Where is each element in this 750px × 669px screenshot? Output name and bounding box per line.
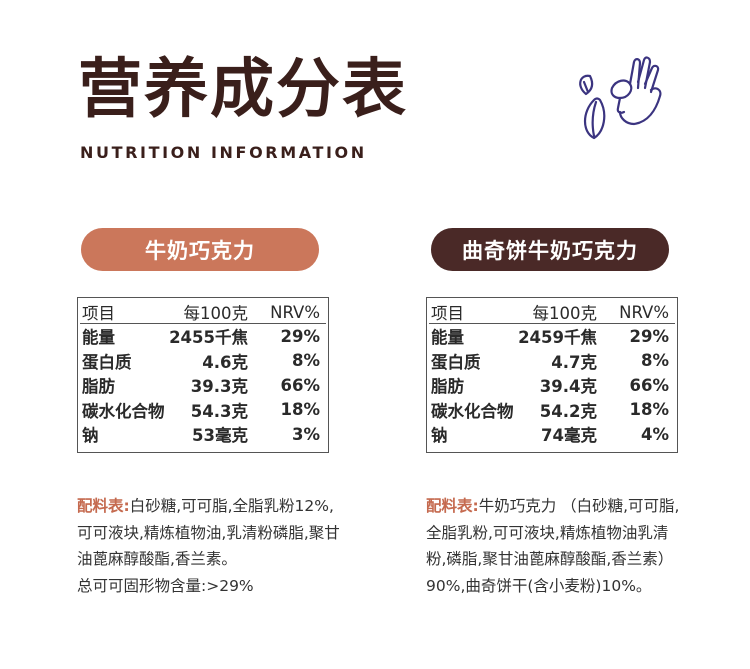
nutrient-amount: 53毫克 — [192, 426, 248, 446]
nutrient-amount: 4.7克 — [551, 352, 597, 372]
nutrient-name: 蛋白质 — [431, 352, 481, 372]
nutrient-amount: 54.3克 — [190, 401, 248, 421]
nutrient-amount: 39.4克 — [539, 377, 597, 397]
table-row: 碳水化合物 54.3克 18% — [80, 398, 326, 423]
nutrient-amount: 74毫克 — [541, 426, 597, 446]
nutrient-nrv: 29% — [629, 326, 670, 346]
nutrient-nrv: 18% — [280, 400, 321, 420]
column-header-item: 项目 — [431, 304, 464, 323]
table-header-row: 项目 每100克 NRV% — [80, 301, 326, 324]
table-row: 脂肪 39.4克 66% — [429, 373, 675, 398]
ingredients-text: 白砂糖,可可脂,全脂乳粉12%,可可液块,精炼植物油,乳清粉磷脂,聚甘油蓖麻醇酸… — [77, 497, 340, 568]
nutrient-nrv: 4% — [640, 424, 669, 444]
ingredients-cookie-milk-chocolate: 配料表:牛奶巧克力 （白砂糖,可可脂,全脂乳粉,可可液块,精炼植物油乳清粉,磷脂… — [426, 493, 688, 599]
page-title: 营养成分表 — [78, 53, 408, 127]
ingredients-text: 牛奶巧克力 （白砂糖,可可脂,全脂乳粉,可可液块,精炼植物油乳清粉,磷脂,聚甘油… — [426, 497, 680, 595]
column-header-per100g: 每100克 — [532, 304, 598, 323]
column-header-per100g: 每100克 — [183, 304, 249, 323]
nutrition-table-cookie-milk-chocolate: 项目 每100克 NRV% 能量 2459千焦 29% 蛋白质 4.7克 8% … — [426, 297, 678, 453]
nutrient-amount: 54.2克 — [539, 401, 597, 421]
nutrient-name: 能量 — [82, 328, 115, 348]
product-label-cookie-milk-chocolate: 曲奇饼牛奶巧克力 — [431, 228, 669, 271]
table-row: 钠 74毫克 4% — [429, 422, 675, 447]
nutrient-name: 钠 — [431, 426, 448, 446]
nutrient-nrv: 66% — [280, 375, 321, 395]
nutrient-nrv: 8% — [291, 351, 320, 371]
cocoa-solids-content: 总可可固形物含量:>29% — [77, 576, 254, 595]
table-row: 能量 2459千焦 29% — [429, 324, 675, 349]
table-row: 蛋白质 4.7克 8% — [429, 349, 675, 374]
product-label-milk-chocolate: 牛奶巧克力 — [81, 228, 319, 271]
nutrition-table-milk-chocolate: 项目 每100克 NRV% 能量 2455千焦 29% 蛋白质 4.6克 8% … — [77, 297, 329, 453]
nutrient-name: 碳水化合物 — [82, 401, 165, 421]
nutrient-nrv: 8% — [640, 351, 669, 371]
nutrient-amount: 4.6克 — [202, 352, 248, 372]
cocoa-hand-icon — [579, 56, 662, 140]
nutrient-name: 碳水化合物 — [431, 401, 514, 421]
table-header-row: 项目 每100克 NRV% — [429, 301, 675, 324]
table-row: 蛋白质 4.6克 8% — [80, 349, 326, 374]
column-header-nrv: NRV% — [270, 302, 320, 322]
nutrient-name: 脂肪 — [82, 377, 115, 397]
nutrient-name: 脂肪 — [431, 377, 464, 397]
nutrient-name: 钠 — [82, 426, 99, 446]
table-row: 能量 2455千焦 29% — [80, 324, 326, 349]
nutrient-nrv: 18% — [629, 400, 670, 420]
column-header-nrv: NRV% — [619, 302, 669, 322]
ingredients-label: 配料表: — [77, 497, 130, 515]
ingredients-milk-chocolate: 配料表:白砂糖,可可脂,全脂乳粉12%,可可液块,精炼植物油,乳清粉磷脂,聚甘油… — [77, 493, 347, 599]
nutrient-name: 蛋白质 — [82, 352, 132, 372]
table-row: 碳水化合物 54.2克 18% — [429, 398, 675, 423]
nutrient-nrv: 66% — [629, 375, 670, 395]
table-row: 钠 53毫克 3% — [80, 422, 326, 447]
nutrient-amount: 2455千焦 — [169, 328, 248, 348]
nutrient-name: 能量 — [431, 328, 464, 348]
page-subtitle: NUTRITION INFORMATION — [80, 143, 367, 162]
nutrient-nrv: 3% — [291, 424, 320, 444]
nutrient-amount: 39.3克 — [190, 377, 248, 397]
nutrient-amount: 2459千焦 — [518, 328, 597, 348]
table-row: 脂肪 39.3克 66% — [80, 373, 326, 398]
nutrient-nrv: 29% — [280, 326, 321, 346]
column-header-item: 项目 — [82, 304, 115, 323]
ingredients-label: 配料表: — [426, 497, 479, 515]
